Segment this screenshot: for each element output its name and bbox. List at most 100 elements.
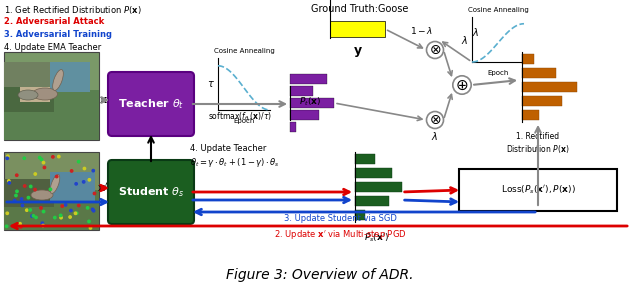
- Circle shape: [52, 156, 54, 158]
- Circle shape: [42, 210, 45, 213]
- Circle shape: [35, 216, 37, 219]
- FancyBboxPatch shape: [4, 52, 99, 140]
- Text: Cosine Annealing: Cosine Annealing: [468, 7, 529, 13]
- Circle shape: [15, 194, 17, 197]
- Bar: [50, 62, 90, 92]
- Circle shape: [21, 204, 24, 207]
- Bar: [4, 90, 99, 140]
- Text: 1. Get Rectified Distribution $P(\mathbf{x})$: 1. Get Rectified Distribution $P(\mathbf…: [4, 4, 141, 16]
- Circle shape: [426, 112, 444, 128]
- Bar: [355, 210, 365, 220]
- Text: 2. Adversarial Attack: 2. Adversarial Attack: [4, 17, 104, 26]
- Bar: [4, 82, 54, 112]
- Circle shape: [49, 188, 52, 190]
- Bar: [4, 190, 99, 230]
- Circle shape: [69, 216, 71, 218]
- Circle shape: [92, 210, 95, 212]
- Bar: [522, 54, 534, 64]
- Circle shape: [56, 175, 58, 178]
- Text: $\lambda$: $\lambda$: [431, 130, 438, 142]
- Text: Figure 3: Overview of ADR.: Figure 3: Overview of ADR.: [227, 268, 413, 282]
- Bar: [330, 21, 385, 37]
- Text: $\mathrm{softmax}(f_{\theta_t}(\mathbf{x})/\tau)$: $\mathrm{softmax}(f_{\theta_t}(\mathbf{x…: [208, 110, 272, 124]
- Circle shape: [40, 207, 42, 209]
- FancyBboxPatch shape: [4, 152, 99, 230]
- Circle shape: [5, 225, 8, 227]
- Circle shape: [29, 185, 32, 188]
- Circle shape: [58, 155, 60, 158]
- Circle shape: [93, 192, 96, 195]
- Circle shape: [86, 207, 89, 209]
- Text: $\lambda$: $\lambda$: [472, 26, 479, 38]
- Text: Teacher $\theta_t$: Teacher $\theta_t$: [118, 97, 184, 111]
- Text: Cosine Annealing: Cosine Annealing: [214, 48, 275, 54]
- Circle shape: [77, 204, 80, 207]
- Text: 3. Update Student via SGD: 3. Update Student via SGD: [284, 214, 396, 223]
- Circle shape: [6, 155, 9, 157]
- Circle shape: [92, 208, 94, 211]
- Bar: [290, 122, 296, 132]
- FancyBboxPatch shape: [459, 169, 617, 211]
- Text: $\tau$: $\tau$: [207, 79, 215, 89]
- Circle shape: [29, 209, 31, 211]
- Circle shape: [31, 215, 33, 217]
- Text: 4. Update Teacher: 4. Update Teacher: [190, 144, 266, 153]
- Bar: [522, 68, 556, 78]
- Circle shape: [453, 76, 471, 94]
- Circle shape: [28, 197, 29, 199]
- Text: 1. Rectified
Distribution $P(\mathbf{x})$: 1. Rectified Distribution $P(\mathbf{x})…: [506, 132, 570, 155]
- Circle shape: [70, 170, 73, 172]
- Bar: [355, 154, 375, 164]
- Text: $\mathbf{x}$: $\mathbf{x}$: [99, 95, 109, 105]
- FancyBboxPatch shape: [108, 72, 194, 136]
- Circle shape: [44, 166, 45, 169]
- Bar: [522, 96, 562, 106]
- Circle shape: [13, 199, 16, 202]
- Circle shape: [88, 179, 91, 181]
- Circle shape: [34, 188, 36, 191]
- Bar: [290, 110, 319, 120]
- Text: Student $\theta_s$: Student $\theta_s$: [118, 185, 184, 199]
- Circle shape: [74, 212, 77, 215]
- Text: $\otimes$: $\otimes$: [429, 43, 441, 57]
- Circle shape: [61, 205, 63, 207]
- Text: Epoch: Epoch: [234, 118, 255, 124]
- Circle shape: [40, 158, 43, 161]
- Circle shape: [70, 209, 72, 212]
- Circle shape: [89, 227, 92, 229]
- Circle shape: [42, 224, 44, 227]
- Circle shape: [6, 212, 8, 215]
- Ellipse shape: [31, 190, 53, 200]
- Circle shape: [60, 214, 62, 217]
- Text: 4. Update EMA Teacher: 4. Update EMA Teacher: [4, 43, 101, 52]
- Text: $\mathbf{x'}$: $\mathbf{x'}$: [97, 182, 109, 194]
- Circle shape: [20, 198, 23, 200]
- Bar: [290, 98, 334, 108]
- Text: $P_t(\mathbf{x})$: $P_t(\mathbf{x})$: [299, 96, 321, 109]
- Circle shape: [8, 180, 10, 182]
- Circle shape: [88, 220, 90, 223]
- Circle shape: [23, 157, 26, 159]
- Circle shape: [76, 212, 78, 214]
- Text: $\theta_t = \gamma \cdot \theta_t + (1-\gamma) \cdot \theta_s$: $\theta_t = \gamma \cdot \theta_t + (1-\…: [190, 156, 280, 169]
- Circle shape: [34, 173, 36, 175]
- Circle shape: [19, 223, 21, 225]
- Text: $P_s(\mathbf{x'})$: $P_s(\mathbf{x'})$: [364, 232, 390, 244]
- Bar: [4, 179, 54, 207]
- Bar: [522, 82, 577, 92]
- Circle shape: [38, 157, 41, 159]
- Bar: [290, 74, 328, 84]
- Ellipse shape: [52, 69, 63, 91]
- Circle shape: [77, 161, 80, 163]
- Ellipse shape: [18, 90, 38, 100]
- Bar: [355, 182, 402, 192]
- Bar: [20, 77, 50, 102]
- Text: 2. Update $\mathbf{x'}$ via Multi-step PGD: 2. Update $\mathbf{x'}$ via Multi-step P…: [274, 228, 406, 241]
- Text: $\otimes$: $\otimes$: [429, 113, 441, 127]
- Bar: [50, 172, 95, 202]
- Circle shape: [20, 226, 22, 228]
- Text: Loss$(P_s(\mathbf{x'}), P(\mathbf{x}))$: Loss$(P_s(\mathbf{x'}), P(\mathbf{x}))$: [500, 184, 575, 196]
- Circle shape: [75, 182, 77, 185]
- Circle shape: [26, 209, 28, 211]
- Circle shape: [426, 41, 444, 58]
